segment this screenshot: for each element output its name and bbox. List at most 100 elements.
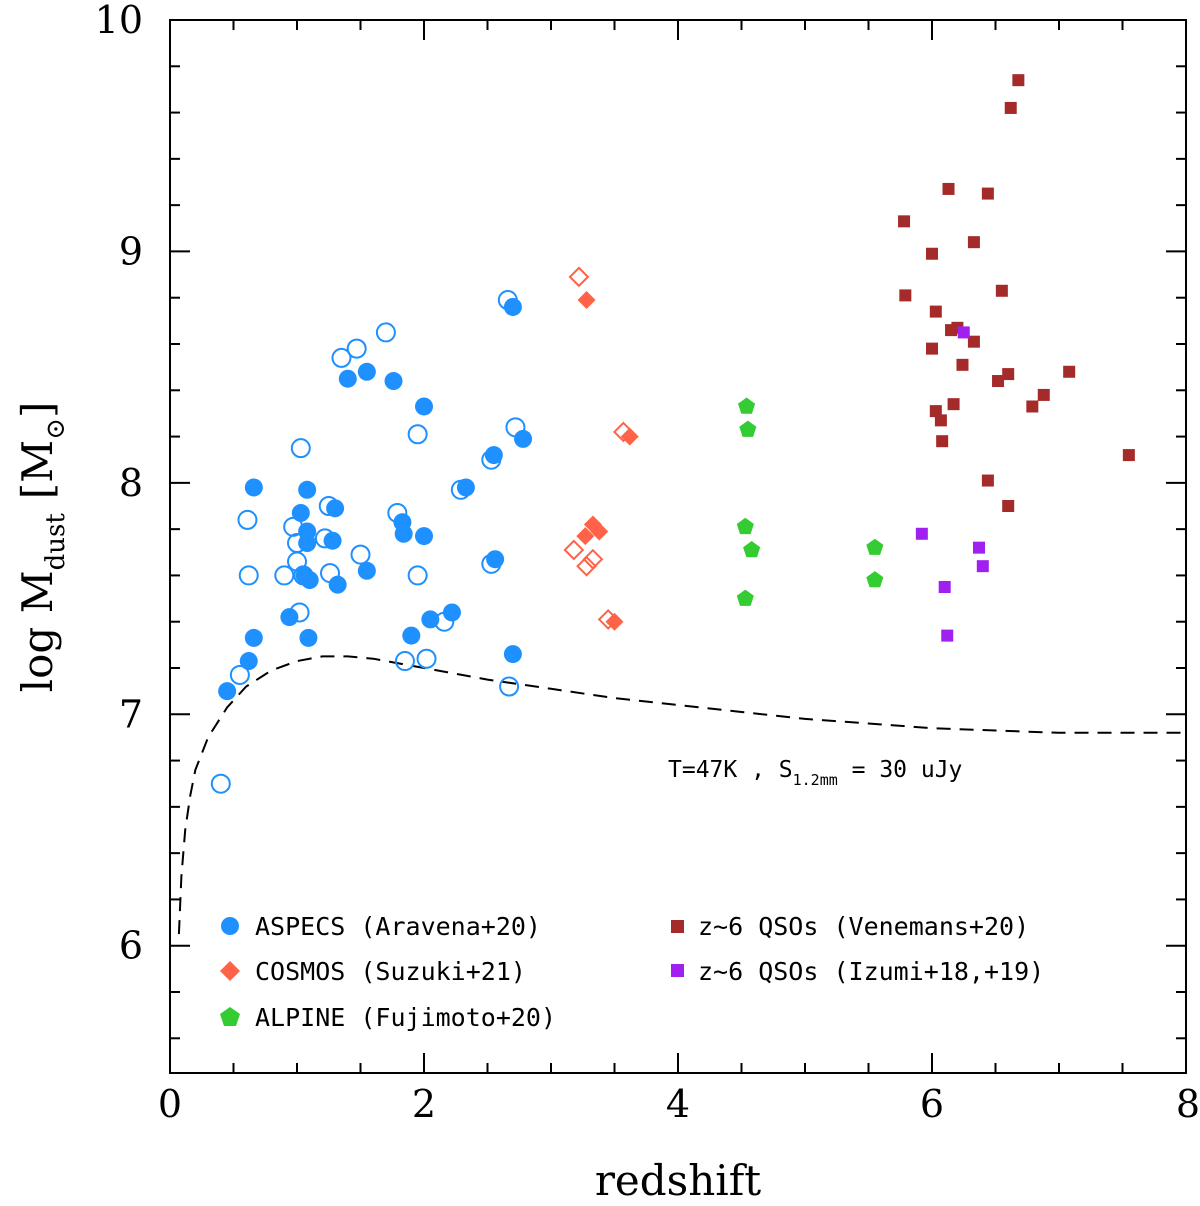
- aspecs-aravena-20-filled-point: [442, 603, 461, 622]
- legend-marker-cosmos: [220, 961, 240, 981]
- svg-text:log Mdust[M⊙]: log Mdust [M⊙]: [13, 402, 71, 693]
- z-6-qsos-venemans-20-filled-point: [1122, 449, 1135, 462]
- aspecs-aravena-20-filled-point: [280, 608, 299, 627]
- cosmos-suzuki-21-filled-point: [590, 522, 609, 541]
- aspecs-aravena-20-filled-point: [503, 645, 522, 664]
- z-6-qsos-izumi-18-19-filled-point: [957, 326, 970, 339]
- x-tick-label: 2: [412, 1082, 436, 1126]
- z-6-qsos-venemans-20-filled-point: [942, 182, 955, 195]
- y-axis-title-unit-close: ]: [13, 402, 62, 418]
- curve-annotation-rest: = 30 uJy: [838, 757, 963, 783]
- z-6-qsos-venemans-20-filled-point: [981, 474, 994, 487]
- z-6-qsos-venemans-20-filled-point: [929, 405, 942, 418]
- aspecs-aravena-20-open-point: [331, 347, 352, 368]
- cosmos-suzuki-21-open-point: [563, 539, 585, 561]
- data-points: [210, 74, 1135, 794]
- x-tick-label: 8: [1176, 1082, 1200, 1126]
- cosmos-suzuki-21-filled-point: [577, 291, 596, 310]
- z-6-qsos-venemans-20-filled-point: [995, 284, 1008, 297]
- legend-label-venemans: z~6 QSOs (Venemans+20): [698, 912, 1029, 941]
- aspecs-aravena-20-open-point: [210, 773, 231, 794]
- aspecs-aravena-20-filled-point: [244, 628, 263, 647]
- curve-annotation-sub: 1.2mm: [793, 771, 838, 789]
- aspecs-aravena-20-filled-point: [218, 682, 237, 701]
- y-axis-title-unit-sym: ⊙: [41, 418, 71, 440]
- z-6-qsos-venemans-20-filled-point: [929, 305, 942, 318]
- aspecs-aravena-20-filled-point: [415, 397, 433, 416]
- aspecs-aravena-20-open-point: [237, 509, 258, 530]
- z-6-qsos-izumi-18-19-filled-point: [972, 541, 985, 554]
- z-6-qsos-venemans-20-filled-point: [926, 342, 938, 355]
- legend-item-aspecs: ASPECS (Aravena+20): [221, 912, 541, 941]
- aspecs-aravena-20-open-point: [229, 664, 250, 685]
- z-6-qsos-venemans-20-filled-point: [947, 398, 960, 411]
- alpine-fujimoto-20-filled-point: [743, 541, 761, 558]
- cosmos-suzuki-21-open-point: [568, 266, 590, 288]
- curve-annotation-text: T=47K , S: [668, 757, 793, 783]
- aspecs-aravena-20-filled-point: [326, 499, 345, 518]
- y-tick-label: 7: [119, 692, 143, 736]
- legend: ASPECS (Aravena+20) COSMOS (Suzuki+21) A…: [220, 912, 1044, 1032]
- aspecs-aravena-20-open-point: [350, 544, 371, 565]
- y-tick-label: 8: [119, 461, 143, 505]
- legend-label-aspecs: ASPECS (Aravena+20): [255, 912, 541, 941]
- x-tick-label: 4: [666, 1082, 690, 1126]
- legend-item-izumi: z~6 QSOs (Izumi+18,+19): [671, 957, 1044, 986]
- aspecs-aravena-20-filled-point: [299, 628, 318, 647]
- aspecs-aravena-20-filled-point: [484, 446, 503, 465]
- z-6-qsos-venemans-20-filled-point: [967, 335, 980, 348]
- z-6-qsos-venemans-20-filled-point: [898, 215, 911, 228]
- z-6-qsos-venemans-20-filled-point: [1002, 500, 1015, 512]
- y-tick-label: 10: [95, 0, 143, 42]
- aspecs-aravena-20-open-point: [407, 565, 428, 586]
- z-6-qsos-izumi-18-19-filled-point: [915, 527, 928, 540]
- aspecs-aravena-20-open-point: [416, 648, 437, 669]
- aspecs-aravena-20-filled-point: [402, 626, 421, 645]
- alpine-fujimoto-20-filled-point: [736, 517, 754, 535]
- tick-labels: 0 2 4 6 8 6 7 8 9 10: [95, 0, 1200, 1126]
- detection-limit-curve: [177, 655, 1186, 935]
- aspecs-aravena-20-filled-point: [328, 575, 347, 594]
- aspecs-aravena-20-filled-point: [415, 527, 433, 546]
- aspecs-aravena-20-filled-point: [421, 610, 440, 629]
- legend-marker-izumi: [671, 964, 684, 977]
- z-6-qsos-venemans-20-filled-point: [956, 358, 969, 371]
- aspecs-aravena-20-filled-point: [338, 369, 357, 388]
- alpine-fujimoto-20-filled-point: [736, 589, 754, 606]
- z-6-qsos-izumi-18-19-filled-point: [976, 560, 989, 573]
- aspecs-aravena-20-open-point: [274, 565, 295, 586]
- curve-annotation: T=47K , S1.2mm = 30 uJy: [668, 757, 962, 789]
- y-axis-title-unit: [M: [13, 440, 62, 499]
- aspecs-aravena-20-filled-point: [357, 362, 376, 381]
- z-6-qsos-izumi-18-19-filled-point: [941, 629, 954, 642]
- alpine-fujimoto-20-filled-point: [738, 397, 756, 414]
- aspecs-aravena-20-filled-point: [291, 503, 310, 522]
- alpine-fujimoto-20-filled-point: [866, 571, 884, 588]
- z-6-qsos-venemans-20-filled-point: [967, 236, 980, 249]
- y-axis-title-sub: dust: [41, 513, 71, 571]
- aspecs-aravena-20-open-point: [407, 424, 428, 445]
- aspecs-aravena-20-filled-point: [300, 571, 319, 590]
- aspecs-aravena-20-open-point: [394, 651, 415, 672]
- cosmos-suzuki-21-filled-point: [620, 427, 639, 446]
- cosmos-suzuki-21-filled-point: [605, 612, 624, 631]
- z-6-qsos-izumi-18-19-filled-point: [938, 581, 951, 593]
- aspecs-aravena-20-filled-point: [384, 372, 403, 391]
- cosmos-suzuki-21-open-point: [582, 548, 604, 570]
- aspecs-aravena-20-filled-point: [244, 478, 263, 497]
- cosmos-suzuki-21-filled-point: [576, 527, 595, 546]
- aspecs-aravena-20-open-point: [238, 565, 259, 586]
- aspecs-aravena-20-filled-point: [298, 480, 317, 499]
- aspecs-aravena-20-filled-point: [456, 478, 475, 497]
- z-6-qsos-venemans-20-filled-point: [934, 414, 947, 427]
- aspecs-aravena-20-filled-point: [298, 534, 317, 553]
- alpine-fujimoto-20-filled-point: [739, 420, 757, 437]
- aspecs-aravena-20-open-point: [290, 438, 311, 459]
- alpine-fujimoto-20-filled-point: [866, 538, 884, 555]
- cosmos-suzuki-21-open-point: [576, 555, 597, 577]
- z-6-qsos-venemans-20-filled-point: [1004, 101, 1017, 114]
- z-6-qsos-venemans-20-filled-point: [936, 435, 949, 448]
- z-6-qsos-venemans-20-filled-point: [1002, 368, 1015, 381]
- z-6-qsos-venemans-20-filled-point: [1063, 365, 1076, 378]
